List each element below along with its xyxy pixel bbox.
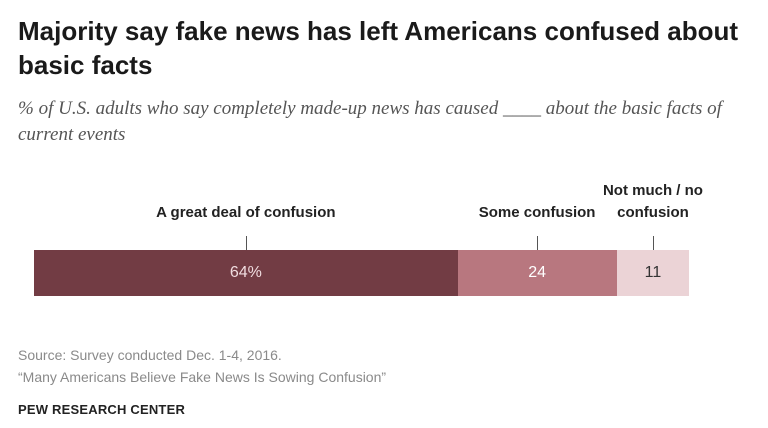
category-label: A great deal of confusion [156, 204, 336, 221]
category-label: Some confusion [478, 204, 596, 221]
chart-title: Majority say fake news has left American… [18, 16, 739, 80]
report-title: “Many Americans Believe Fake News Is Sow… [18, 369, 387, 385]
data-label: 64% [229, 264, 262, 281]
category-tick [537, 236, 538, 250]
pew-research-center-logo: PEW RESEARCH CENTER [18, 402, 186, 417]
bar-segment-3: 11 [616, 250, 690, 296]
chart-subtitle: % of U.S. adults who say completely made… [18, 98, 722, 145]
category-tick [246, 236, 247, 250]
bar-segment-2: 24 [457, 250, 617, 296]
data-label: 11 [644, 264, 662, 281]
source-note: Source: Survey conducted Dec. 1-4, 2016.… [18, 344, 386, 388]
category-tick [653, 236, 654, 250]
category-label: Not much / no confusion [602, 182, 703, 221]
bar-segment-1: 64% [34, 250, 458, 296]
source-text: Source: Survey conducted Dec. 1-4, 2016. [18, 347, 282, 363]
data-label: 24 [528, 264, 546, 281]
